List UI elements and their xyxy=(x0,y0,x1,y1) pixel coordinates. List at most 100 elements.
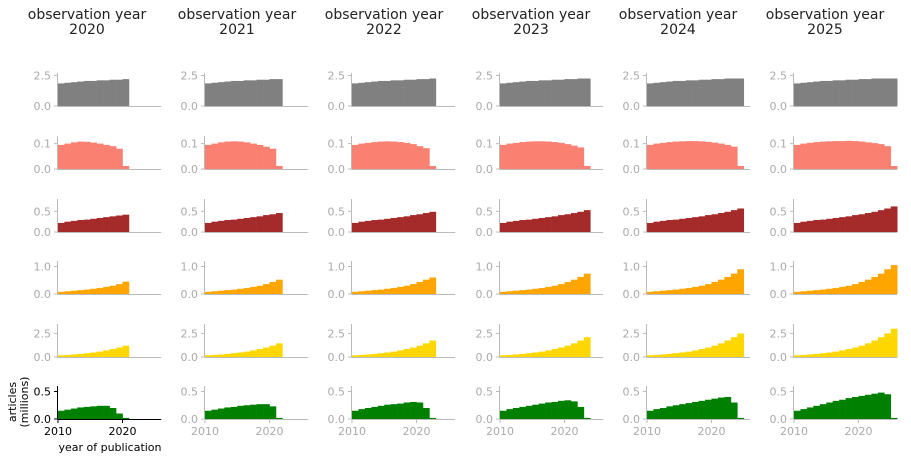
bar xyxy=(717,79,725,106)
y-tick-label: 2.5 xyxy=(476,69,494,82)
bar xyxy=(390,217,398,232)
bar xyxy=(737,417,745,419)
bar xyxy=(564,281,572,294)
bar xyxy=(377,219,385,232)
x-tick-label: 2020 xyxy=(698,425,726,438)
bar xyxy=(275,343,283,357)
bar xyxy=(358,221,366,232)
bar xyxy=(500,83,507,106)
bar xyxy=(724,276,732,294)
bar xyxy=(884,208,892,232)
panel-row4-year2021: 0.0 1.0 xyxy=(181,261,309,301)
bar xyxy=(679,404,686,419)
bar xyxy=(551,142,559,169)
bar xyxy=(884,146,892,169)
bar xyxy=(83,406,91,419)
bar xyxy=(737,165,745,169)
bar xyxy=(858,79,866,106)
column-title-line: 2021 xyxy=(219,22,255,38)
y-tick-label: 0.0 xyxy=(770,413,788,426)
bar xyxy=(96,351,104,357)
bar xyxy=(877,337,885,357)
bar xyxy=(416,345,424,357)
bar xyxy=(653,82,661,106)
y-tick-label: 2.5 xyxy=(770,327,788,340)
bar xyxy=(224,141,232,169)
y-tick-label: 0.5 xyxy=(623,386,641,399)
panel-row2-year2025: 0.0 0.1 xyxy=(770,136,898,176)
bar xyxy=(871,276,879,294)
bar xyxy=(519,353,527,357)
bar xyxy=(384,141,391,169)
bar xyxy=(352,291,359,294)
bar xyxy=(519,142,527,169)
bar xyxy=(250,286,257,294)
bar xyxy=(256,404,264,419)
bar xyxy=(263,404,270,419)
bar xyxy=(813,353,821,357)
bar xyxy=(692,401,699,419)
bar xyxy=(250,217,257,232)
bar xyxy=(377,141,385,169)
x-tick-label: 2010 xyxy=(780,425,808,438)
panel-row1-year2022: 0.0 2.5 xyxy=(328,69,456,113)
bar xyxy=(570,79,578,106)
bar xyxy=(70,408,78,419)
bar xyxy=(705,284,712,294)
bar xyxy=(519,406,527,419)
bar xyxy=(583,165,591,169)
x-tick-label: 2010 xyxy=(338,425,366,438)
bar xyxy=(519,290,527,294)
bar xyxy=(545,286,552,294)
bar xyxy=(64,143,72,169)
y-axis-label-line: (millions) xyxy=(18,377,31,428)
bar xyxy=(358,143,366,169)
bar xyxy=(819,404,827,419)
bar xyxy=(364,82,372,106)
bar xyxy=(737,78,745,106)
bar xyxy=(570,279,578,294)
bar xyxy=(58,222,65,232)
bar xyxy=(384,352,391,357)
panel-row1-year2020: 0.0 2.5 xyxy=(34,69,162,113)
column-title-line: observation year xyxy=(325,7,444,23)
bar xyxy=(90,142,97,169)
bar xyxy=(116,413,123,419)
bar xyxy=(58,410,65,419)
bar xyxy=(269,281,277,294)
x-tick-label: 2020 xyxy=(551,425,579,438)
bar xyxy=(224,220,232,232)
bar xyxy=(410,215,417,232)
bar xyxy=(832,287,840,294)
bar xyxy=(890,417,898,419)
y-tick-label: 2.5 xyxy=(34,327,52,340)
bar xyxy=(416,402,424,419)
bar xyxy=(364,408,372,419)
column-title-line: 2024 xyxy=(660,22,696,38)
bar xyxy=(685,351,693,357)
bar xyxy=(224,407,232,419)
y-tick-label: 0.0 xyxy=(181,163,199,176)
bar xyxy=(224,290,232,294)
bar xyxy=(659,408,667,419)
y-tick-label: 0.1 xyxy=(181,138,199,151)
bar xyxy=(256,144,264,169)
bar xyxy=(852,347,859,357)
x-tick-label: 2010 xyxy=(44,425,72,438)
bar xyxy=(275,165,283,169)
bar xyxy=(800,291,808,294)
bar xyxy=(263,79,270,106)
bar xyxy=(217,142,225,169)
bar xyxy=(647,410,654,419)
bar xyxy=(70,82,78,106)
bar xyxy=(205,83,212,106)
bar xyxy=(103,144,110,169)
bar xyxy=(679,288,686,294)
bar xyxy=(806,220,814,232)
bar xyxy=(826,141,833,169)
bar xyxy=(659,290,667,294)
bar xyxy=(871,78,879,106)
bar xyxy=(403,79,411,106)
